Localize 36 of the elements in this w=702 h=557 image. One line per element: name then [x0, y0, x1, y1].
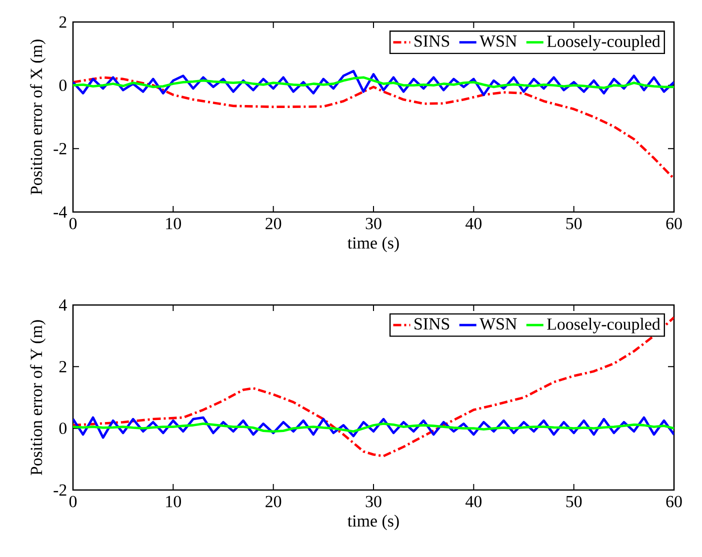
legend-label: Loosely-coupled	[547, 35, 660, 51]
line-series	[73, 76, 674, 180]
x-tick-label: 30	[366, 218, 382, 230]
legend-label: SINS	[414, 35, 450, 47]
x-tick-label: 0	[69, 496, 77, 508]
y-tick-label: 2	[59, 16, 66, 28]
x-tick-label: 10	[166, 496, 181, 508]
y-tick-label: 4	[59, 299, 67, 311]
x-tick-label: 20	[266, 496, 282, 508]
line-series	[73, 70, 674, 96]
y-axis-title: Position error of X (m)	[30, 40, 46, 195]
x-tick-label: 60	[666, 218, 682, 230]
y-tick-label: 0	[59, 80, 67, 92]
y-tick-label: -2	[54, 484, 66, 496]
x-tick-label: 40	[466, 496, 482, 508]
y-tick-label: 0	[59, 422, 67, 434]
line-series	[73, 416, 674, 439]
line-series	[73, 422, 674, 433]
y-tick-label: -2	[54, 143, 66, 154]
x-axis-title: time (s)	[348, 514, 399, 530]
x-tick-label: 50	[566, 218, 582, 230]
x-tick-label: 30	[366, 496, 382, 508]
y-axis-title: Position error of Y (m)	[30, 320, 46, 476]
x-tick-label: 50	[566, 496, 582, 508]
legend-label: WSN	[480, 35, 517, 47]
x-axis-title: time (s)	[348, 236, 399, 252]
x-tick-label: 60	[666, 496, 682, 508]
y-tick-label: -4	[54, 206, 67, 218]
legend-label: SINS	[414, 318, 450, 330]
x-tick-label: 20	[266, 218, 282, 230]
x-tick-label: 10	[166, 218, 181, 230]
x-tick-label: 40	[466, 218, 482, 230]
x-tick-label: 0	[69, 218, 77, 230]
y-tick-label: 2	[59, 361, 66, 372]
legend-label: Loosely-coupled	[547, 318, 660, 334]
legend-label: WSN	[480, 318, 517, 330]
